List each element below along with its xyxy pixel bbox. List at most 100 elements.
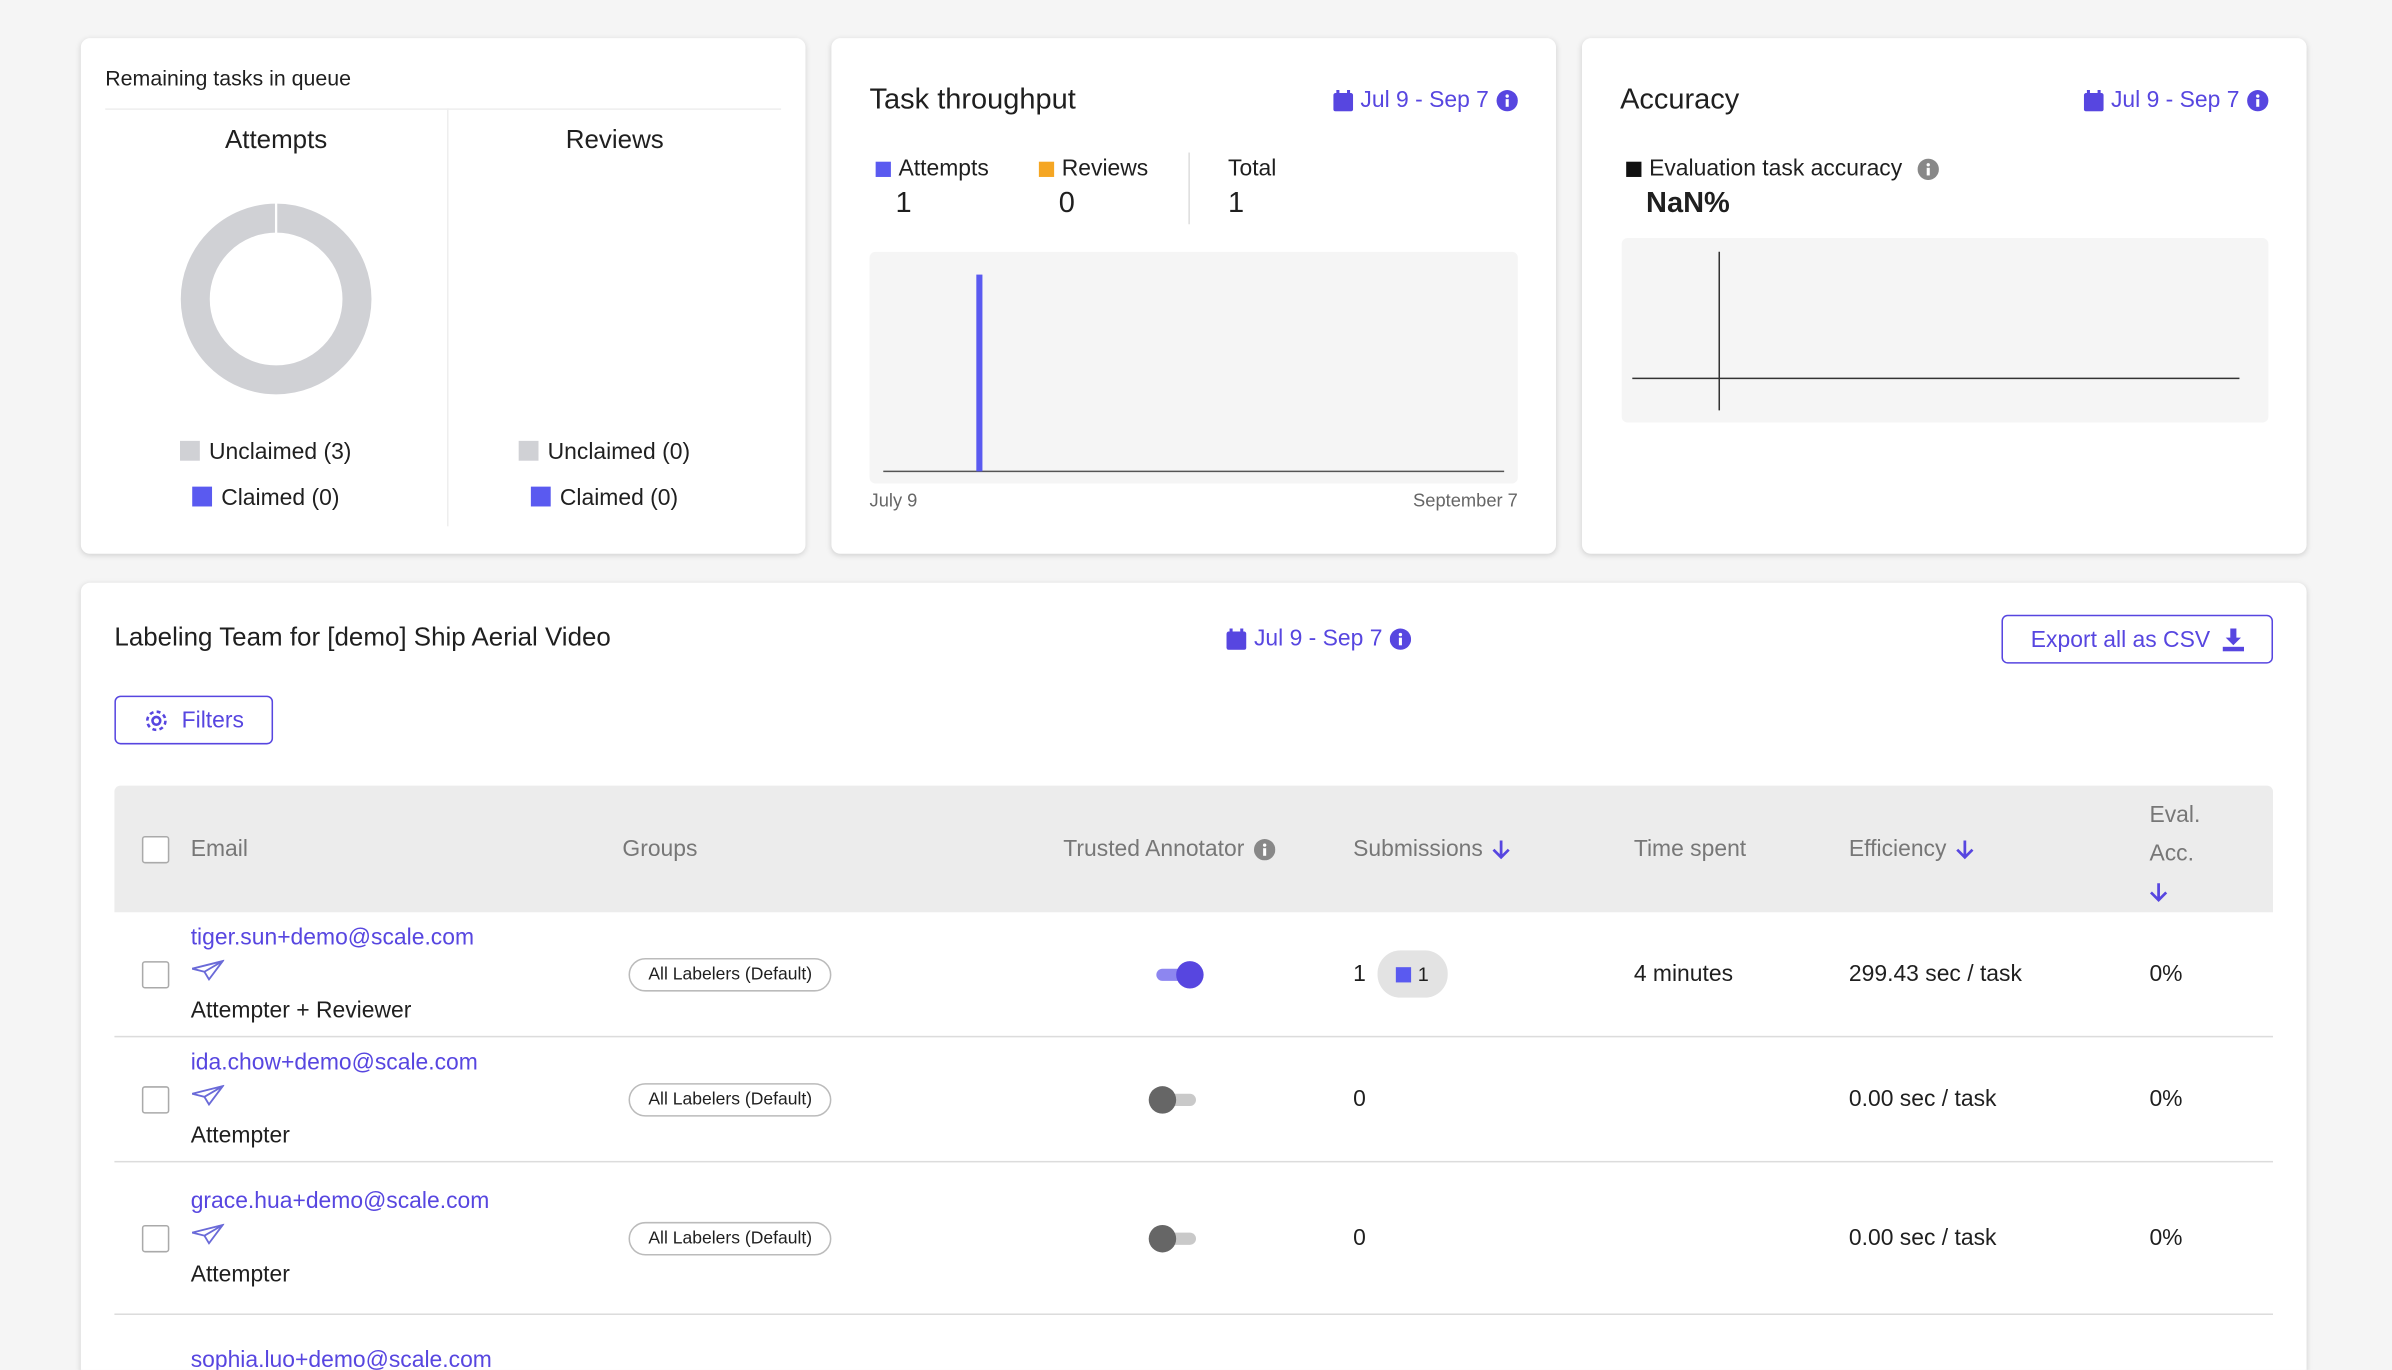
efficiency: 0.00 sec / task <box>1848 1224 1997 1251</box>
toggle-knob <box>1176 960 1204 988</box>
header-label: Submissions <box>1353 835 1483 862</box>
role: Attempter <box>190 1260 290 1287</box>
header-label: Trusted Annotator <box>1063 835 1245 862</box>
metric-label: Evaluation task accuracy <box>1626 156 1939 182</box>
stat-label: Total <box>1228 155 1277 182</box>
send-icon <box>191 958 225 981</box>
info-icon <box>1917 157 1939 180</box>
divider <box>446 108 449 527</box>
card-title: Task throughput <box>869 83 1076 116</box>
cell: sophia.luo+demo@scale.com <box>190 1342 519 1370</box>
header-label: Time spent <box>1633 835 1747 862</box>
info-icon <box>2247 89 2269 111</box>
header-icon <box>1253 838 1275 860</box>
eval-accuracy: 0% <box>2149 961 2183 988</box>
legend-label: Claimed (0) <box>221 485 340 512</box>
throughput-chart <box>869 251 1518 484</box>
efficiency: 0.00 sec / task <box>1848 1086 1997 1113</box>
cell: 0 <box>1353 1086 1634 1112</box>
header-icon <box>2149 881 2168 902</box>
filters-button[interactable]: Filters <box>114 695 274 745</box>
eval-accuracy: 0% <box>2149 1224 2183 1251</box>
toggle[interactable] <box>1156 960 1205 988</box>
header-label: Eval. Acc. <box>2149 801 2201 866</box>
button-label: Export all as CSV <box>2030 626 2211 653</box>
legend-item: Unclaimed (0) <box>518 439 691 466</box>
header-cell: Submissions <box>1353 836 1634 862</box>
info-icon <box>1390 627 1412 650</box>
cell: 0.00 sec / task <box>1849 1225 2150 1251</box>
date-range[interactable]: Jul 9 - Sep 7 <box>1226 625 1412 652</box>
table-row: sophia.luo+demo@scale.com <box>114 1315 2273 1370</box>
checkbox[interactable] <box>141 1224 170 1252</box>
send-icon <box>191 1222 225 1245</box>
cell: 0 <box>1353 1225 1634 1251</box>
checkbox[interactable] <box>141 1085 170 1113</box>
checkbox[interactable] <box>141 835 170 863</box>
cell: 0% <box>2149 1225 2273 1251</box>
submissions: 0 <box>1353 1224 1366 1251</box>
cell <box>114 1085 190 1113</box>
cell <box>1063 1224 1353 1252</box>
efficiency: 299.43 sec / task <box>1848 961 2022 988</box>
header-label: Efficiency <box>1848 835 1947 862</box>
date-range[interactable]: Jul 9 - Sep 7 <box>2083 86 2269 113</box>
info-icon <box>1496 89 1518 111</box>
column-title: Attempts <box>224 125 328 155</box>
team-title: Labeling Team for [demo] Ship Aerial Vid… <box>114 622 611 652</box>
legend-label: Unclaimed (0) <box>547 439 691 466</box>
toggle[interactable] <box>1148 1224 1199 1252</box>
cell: 0.00 sec / task <box>1849 1086 2150 1112</box>
accuracy-card: Accuracy Jul 9 - Sep 7 Evaluation task a… <box>1581 38 2307 554</box>
role: Attempter + Reviewer <box>190 996 412 1023</box>
email-link[interactable]: ida.chow+demo@scale.com <box>190 1048 478 1075</box>
cell: All Labelers (Default) <box>622 957 1063 991</box>
cell: 299.43 sec / task <box>1849 961 2150 987</box>
stat-label: Attempts <box>875 156 989 182</box>
legend-label: Unclaimed (3) <box>208 439 352 466</box>
date-text: Jul 9 - Sep 7 <box>2110 86 2240 113</box>
legend-item: Claimed (0) <box>530 485 678 511</box>
donut <box>180 202 372 395</box>
cell <box>1063 1085 1353 1113</box>
divider <box>105 108 782 110</box>
cell: All Labelers (Default) <box>622 1082 1063 1116</box>
email-link[interactable]: tiger.sun+demo@scale.com <box>190 923 475 950</box>
header-cell: Email <box>191 836 623 862</box>
calendar-icon <box>1332 89 1353 111</box>
header-cell: Trusted Annotator <box>1063 836 1353 862</box>
queue-title: Remaining tasks in queue <box>105 65 352 91</box>
legend-item: Unclaimed (3) <box>180 439 351 465</box>
gear-icon <box>146 709 167 731</box>
send-icon <box>191 1084 225 1106</box>
cell: All Labelers (Default) <box>622 1221 1063 1255</box>
submission-badge: 1 <box>1378 950 1448 998</box>
date-range[interactable]: Jul 9 - Sep 7 <box>1332 87 1518 113</box>
header-cell: Efficiency <box>1849 836 2150 862</box>
metric-text: Evaluation task accuracy <box>1649 155 1903 182</box>
cell: 0% <box>2149 961 2273 987</box>
cell <box>114 960 190 988</box>
stat-value: 1 <box>1228 187 1245 220</box>
cell: grace.hua+demo@scale.com Attempter <box>191 1183 519 1293</box>
date-text: Jul 9 - Sep 7 <box>1253 625 1383 652</box>
cell: ida.chow+demo@scale.com Attempter <box>191 1044 519 1154</box>
checkbox[interactable] <box>141 960 170 988</box>
axis-label: September 7 <box>1413 489 1518 512</box>
table-row: ida.chow+demo@scale.com Attempter All Labe… <box>114 1037 2274 1163</box>
header-cell: Eval. Acc. <box>2149 796 2241 903</box>
export-button[interactable]: Export all as CSV <box>2001 614 2274 664</box>
cell <box>1063 960 1353 988</box>
group-pill: All Labelers (Default) <box>628 1221 832 1255</box>
calendar-icon <box>2083 89 2104 111</box>
submissions: 1 <box>1353 961 1366 988</box>
eval-accuracy: 0% <box>2149 1086 2183 1113</box>
cell: 4 minutes <box>1634 961 1849 987</box>
email-link[interactable]: sophia.luo+demo@scale.com <box>190 1347 492 1370</box>
email-link[interactable]: grace.hua+demo@scale.com <box>190 1187 490 1214</box>
group-pill: All Labelers (Default) <box>628 1082 832 1116</box>
cell: 0% <box>2149 1086 2273 1112</box>
toggle[interactable] <box>1148 1085 1199 1113</box>
header-cell <box>114 835 190 863</box>
